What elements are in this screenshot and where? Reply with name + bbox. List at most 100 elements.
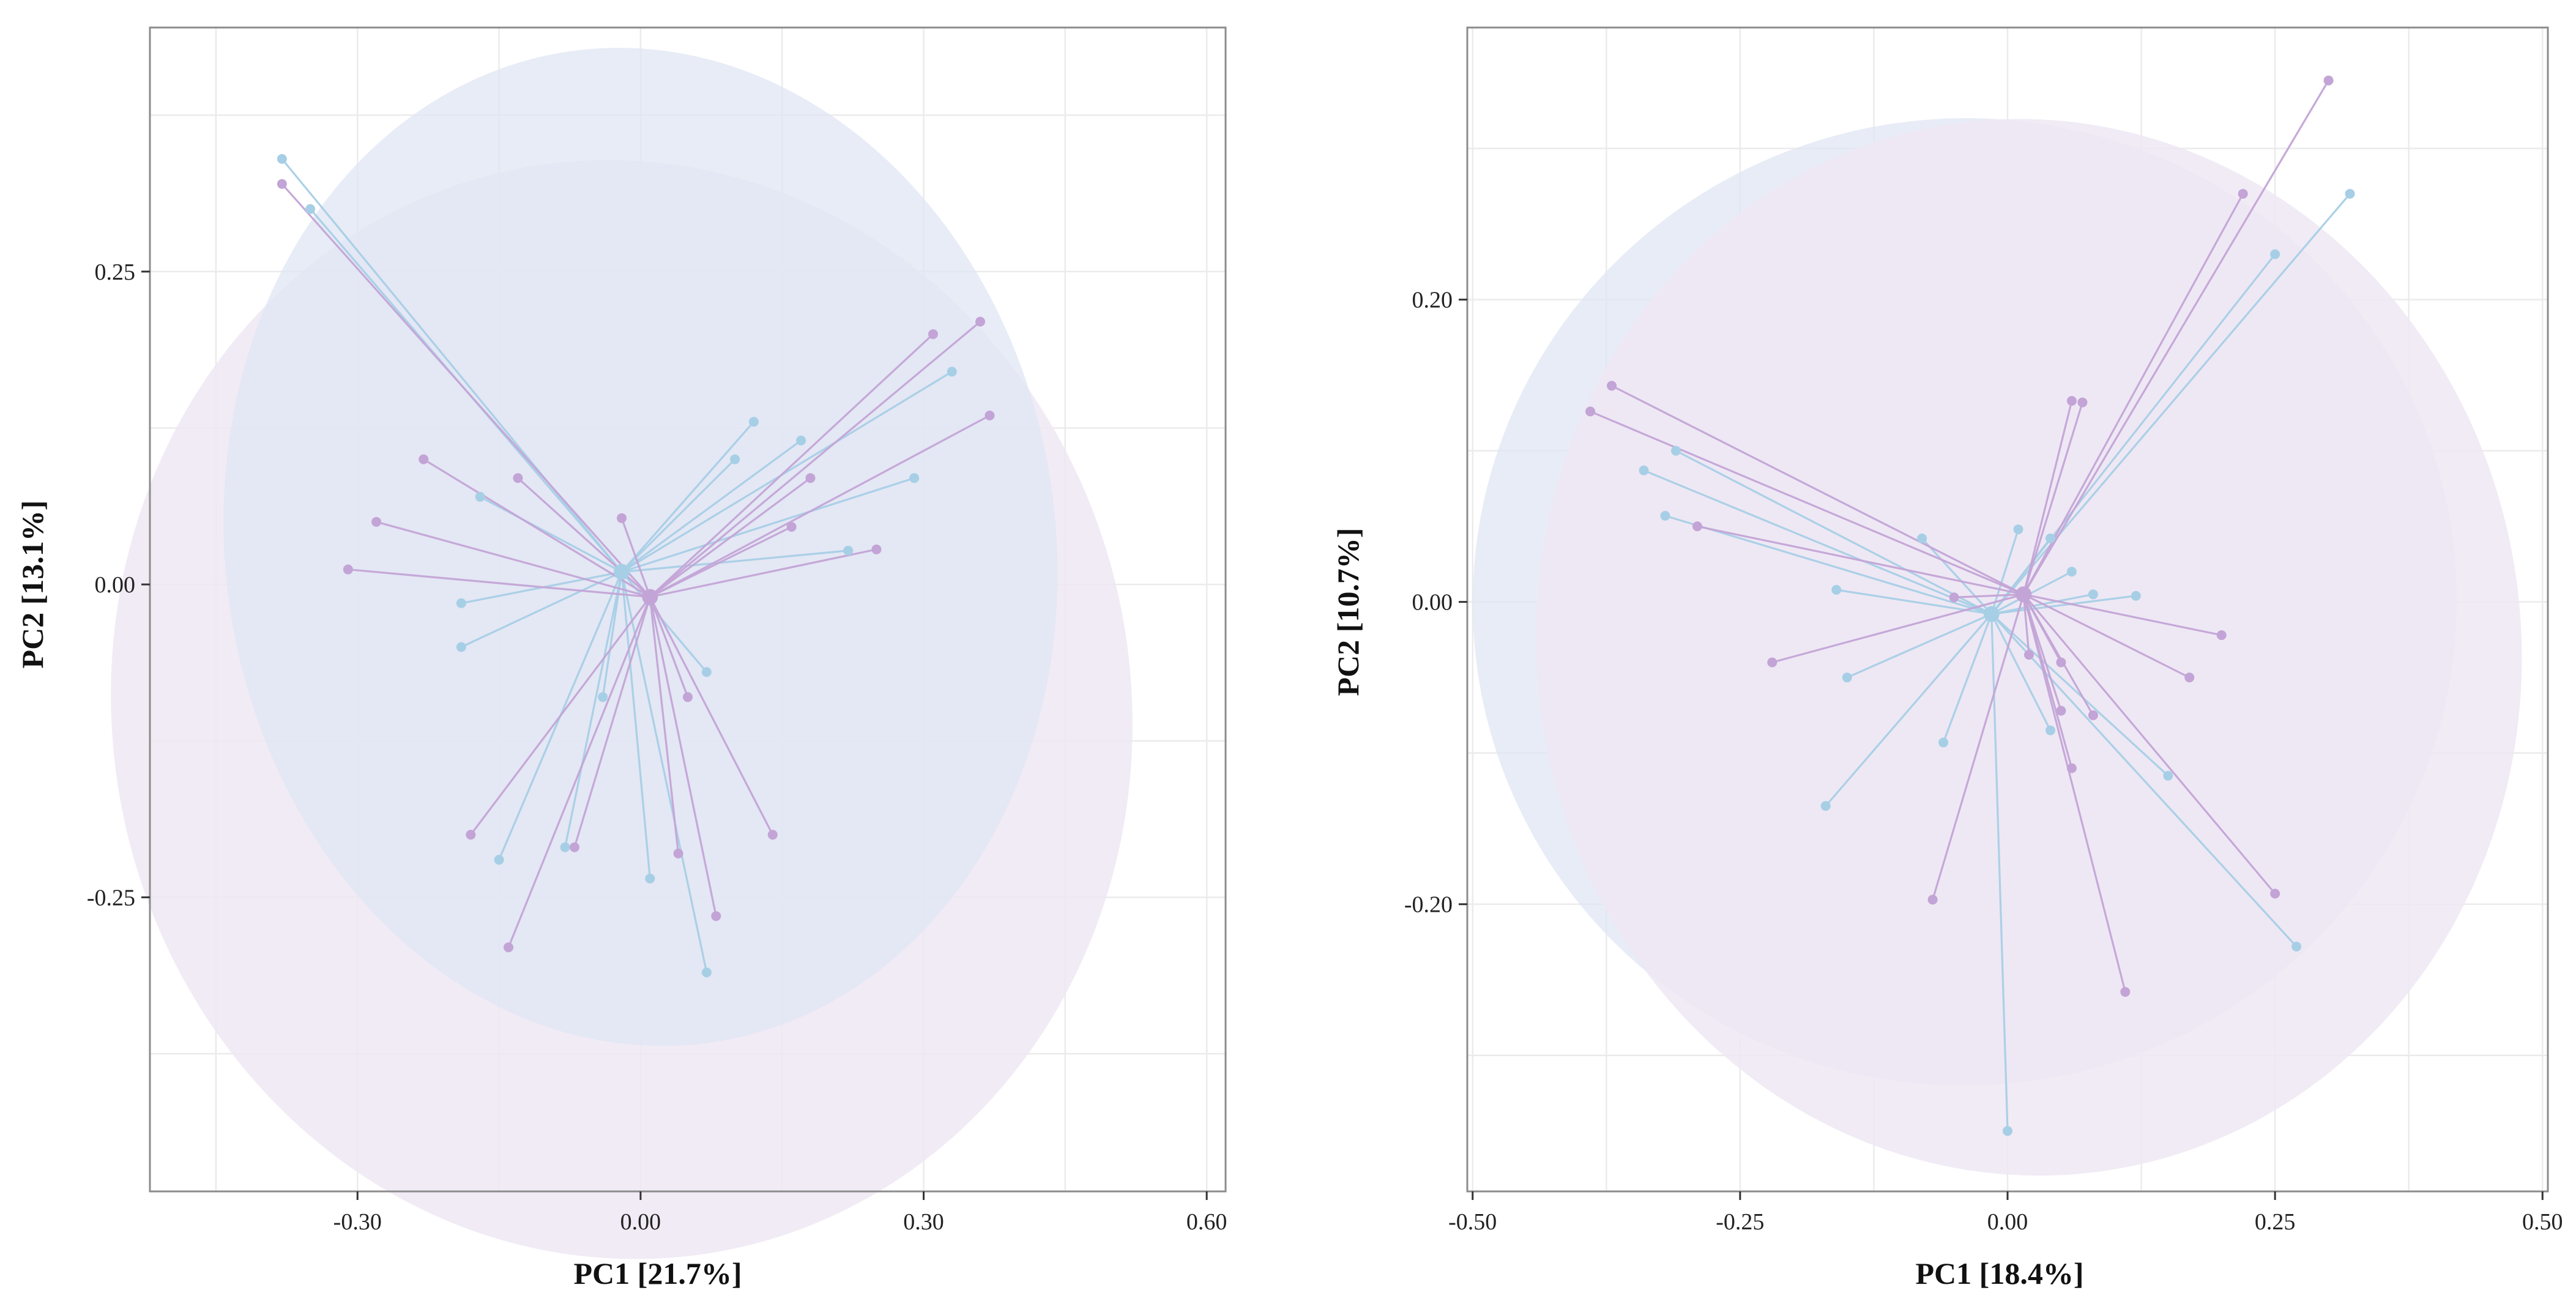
centroid-point-group-b <box>2016 586 2032 603</box>
y-axis-label-right: PC2 [10.7%] <box>1331 528 1365 696</box>
data-point-group-b <box>711 911 721 922</box>
data-point-group-a <box>2045 533 2055 543</box>
data-point-group-b <box>419 454 429 464</box>
spoke-line-group-a <box>1942 613 1993 743</box>
spoke-line-group-a <box>1675 450 1992 615</box>
data-point-group-a <box>1639 465 1649 475</box>
spoke-line-group-b <box>2023 593 2190 679</box>
data-point-group-b <box>2238 188 2248 199</box>
spoke-line-group-b <box>1932 594 2025 900</box>
data-point-group-a <box>1660 510 1670 521</box>
data-point-group-b <box>2066 763 2077 773</box>
spoke-line-group-b <box>573 597 651 848</box>
centroid-point-group-b <box>642 589 658 605</box>
data-point-group-b <box>2023 650 2034 660</box>
data-point-group-b <box>1949 592 1959 603</box>
data-point-group-b <box>2270 889 2280 899</box>
data-point-group-b <box>985 411 995 420</box>
data-point-group-a <box>456 598 466 608</box>
spoke-line-group-a <box>1990 529 2020 614</box>
data-point-group-a <box>2066 567 2077 577</box>
y-tick-label-left: 0.00 <box>95 572 136 598</box>
data-point-group-b <box>2216 630 2227 640</box>
data-point-group-b <box>1607 381 1617 391</box>
data-point-group-b <box>277 179 287 189</box>
data-point-group-b <box>2088 710 2098 720</box>
centroid-point-group-a <box>614 564 630 580</box>
spoke-line-group-b <box>2023 594 2276 895</box>
spoke-line-group-a <box>1991 595 2137 615</box>
x-tick-label-left: 0.00 <box>620 1209 661 1235</box>
data-point-group-b <box>1927 895 1938 905</box>
data-point-group-a <box>701 667 712 677</box>
y-tick-label-left: -0.25 <box>87 885 135 911</box>
ellipses-right <box>1472 118 2522 1176</box>
spokes-left <box>281 158 991 973</box>
spoke-line-group-a <box>620 572 708 973</box>
spoke-line-group-a <box>621 477 915 573</box>
data-point-group-b <box>343 564 353 575</box>
data-point-group-a <box>748 417 759 427</box>
data-point-group-b <box>2120 986 2131 997</box>
data-point-group-b <box>871 544 882 554</box>
spoke-line-group-a <box>1990 614 2009 1131</box>
data-point-group-b <box>2184 672 2195 683</box>
spoke-line-group-a <box>621 439 802 573</box>
pcoa-panel-right: PC1 [18.4%] PC2 [10.7%] -0.50 -0.25 0.00 0.… <box>1331 26 2563 1291</box>
data-point-group-b <box>371 516 382 527</box>
spoke-line-group-b <box>649 333 934 598</box>
spoke-line-group-b <box>281 183 651 598</box>
spoke-line-group-b <box>649 596 689 698</box>
spoke-line-group-b <box>620 518 651 598</box>
data-point-group-b <box>1767 657 1778 668</box>
spoke-line-group-a <box>1665 515 1992 615</box>
data-point-group-a <box>2270 249 2280 259</box>
data-point-group-a <box>305 204 316 214</box>
x-tick-label-right: 0.50 <box>2522 1209 2563 1235</box>
spoke-line-group-a <box>1990 537 2052 615</box>
data-point-group-b <box>513 473 523 483</box>
data-point-group-b <box>569 842 579 852</box>
spoke-line-group-a <box>1990 613 2169 777</box>
data-point-group-a <box>475 491 485 502</box>
plot-frame-left <box>149 26 1227 1193</box>
centroid-point-group-a <box>1983 606 2000 622</box>
data-point-group-b <box>2056 706 2066 716</box>
data-point-group-b <box>673 848 683 859</box>
data-point-group-a <box>843 545 854 556</box>
y-tick-label-left: 0.25 <box>95 259 136 285</box>
spoke-line-group-b <box>649 526 792 598</box>
data-point-group-a <box>645 873 655 884</box>
data-point-group-b <box>2066 396 2077 406</box>
spoke-line-group-b <box>2022 80 2329 595</box>
spoke-line-group-b <box>470 596 651 836</box>
data-point-group-a <box>2345 188 2355 199</box>
data-point-group-b <box>1585 406 1596 417</box>
spoke-line-group-b <box>423 458 651 598</box>
data-point-group-a <box>1938 737 1949 748</box>
spoke-line-group-b <box>1590 410 2024 595</box>
data-point-group-a <box>560 842 570 852</box>
spoke-line-group-b <box>649 597 717 917</box>
data-point-group-b <box>2323 75 2334 86</box>
data-point-group-a <box>1831 584 1842 595</box>
spoke-line-group-b <box>2022 402 2083 595</box>
ellipses-left <box>111 48 1133 1259</box>
points-left <box>277 154 995 978</box>
pcoa-panel-left: PC1 [21.7%] PC2 [13.1%] -0.30 0.00 0.30 0.6… <box>15 26 1227 1291</box>
data-point-group-a <box>2291 941 2302 952</box>
data-point-group-b <box>1692 521 1702 532</box>
spoke-line-group-a <box>621 371 953 573</box>
spoke-line-group-a <box>620 421 755 573</box>
data-point-group-a <box>1917 533 1927 543</box>
x-tick-label-right: 0.25 <box>2255 1209 2296 1235</box>
data-point-group-a <box>730 454 740 464</box>
data-point-group-b <box>2077 397 2088 408</box>
data-point-group-a <box>494 855 504 865</box>
points-right <box>1585 75 2355 1136</box>
data-point-group-b <box>2056 657 2066 668</box>
data-point-group-a <box>909 473 920 483</box>
spoke-line-group-b <box>2022 594 2030 655</box>
data-point-group-b <box>504 942 513 953</box>
data-point-group-a <box>2163 770 2173 781</box>
